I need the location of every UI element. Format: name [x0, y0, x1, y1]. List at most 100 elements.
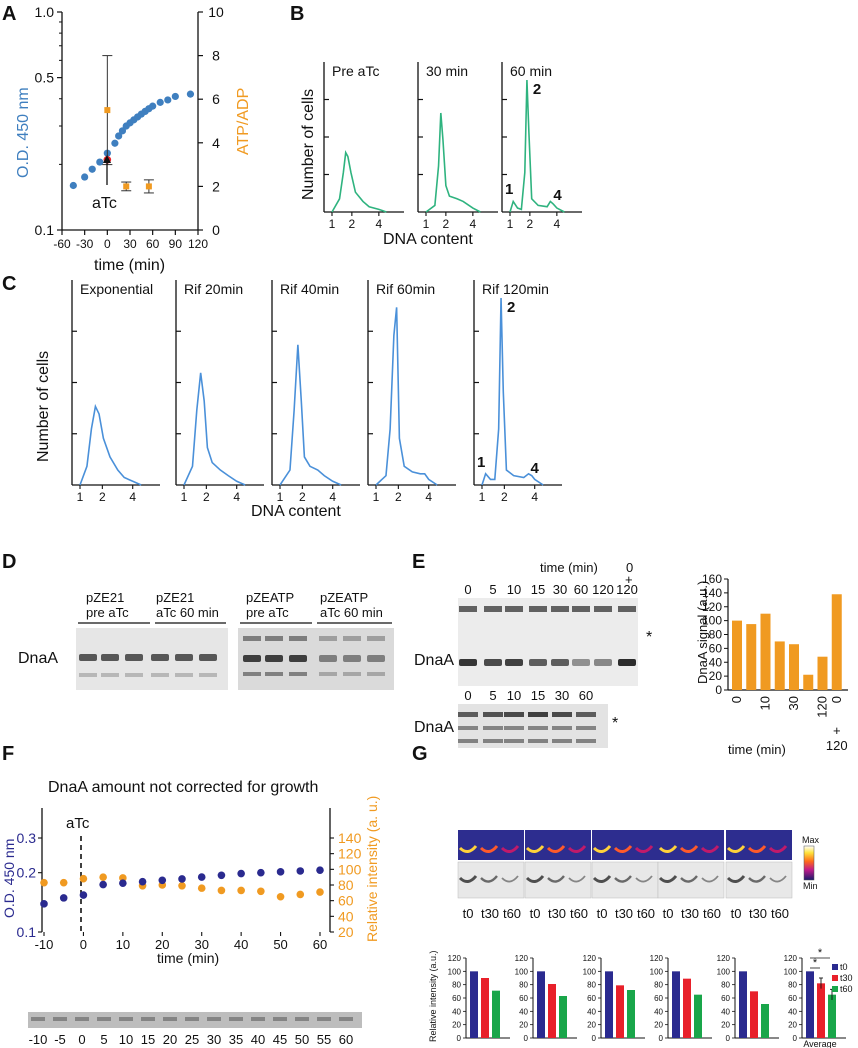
panel-e-band-b2 [483, 726, 503, 730]
panel-g-y-tick-label: 100 [784, 967, 798, 976]
panel-a-left-tick-label: 0.1 [35, 222, 55, 238]
panel-e-bar [817, 656, 828, 690]
panel-d-band-top [367, 636, 385, 641]
panel-g-y-tick-label: 40 [788, 1007, 797, 1016]
panel-a-right-tick-label: 6 [212, 91, 220, 107]
panel-f-od-point [217, 871, 226, 880]
panel-e-band [459, 659, 477, 666]
panel-b-1-title: Pre aTc [332, 63, 379, 79]
panel-e-star-bottom: * [612, 715, 618, 732]
panel-b-1-x-tick-label: 2 [349, 217, 356, 231]
panel-c-1-x-tick-label: 1 [77, 490, 84, 504]
panel-f-intensity-point [59, 878, 68, 887]
panel-g-legend-swatch [832, 975, 838, 981]
panel-a-x-tick-label: 30 [123, 237, 137, 251]
panel-e-bar [831, 594, 842, 690]
panel-g-y-tick-label: 120 [515, 954, 529, 963]
panel-e-dnaa-label-top: DnaA [414, 652, 454, 669]
panel-g-legend-label: t30 [840, 973, 853, 983]
panel-g-legend-swatch [832, 964, 838, 970]
panel-f-gel-label: 40 [251, 1032, 265, 1047]
panel-e-bar-y-tick-label: 120 [702, 600, 722, 614]
panel-g-y-tick-label: 40 [654, 1007, 663, 1016]
panel-b-2-plot: 30 min 1 2 4 [417, 62, 498, 231]
panel-e-band-upper [594, 606, 612, 612]
panel-g-y-tick-label: 80 [587, 981, 596, 990]
panel-g-legend-swatch [832, 986, 838, 992]
panel-g-heatmap-image [726, 830, 792, 860]
panel-d-band [367, 655, 385, 662]
panel-a-xlabel: time (min) [94, 257, 165, 274]
panel-g-y-tick-label: 0 [524, 1034, 529, 1043]
panel-f-od-point [316, 866, 324, 874]
panel-g-lane-label: t0 [530, 906, 541, 921]
panel-d-band [265, 655, 283, 662]
panel-e-band-b1 [504, 712, 524, 717]
panel-f-gel-label: 0 [78, 1032, 85, 1047]
panel-d-lane-group-3a: pZEATP [246, 590, 294, 605]
panel-g-bar [616, 985, 624, 1038]
panel-g-gray-band [680, 875, 698, 883]
panel-c-4-histogram-line [375, 307, 438, 486]
panel-g-heatmap-band [525, 845, 545, 853]
panel-c-4-plot: Rif 60min 1 2 4 [367, 280, 456, 504]
panel-b-2-x-tick-label: 1 [423, 217, 430, 231]
panel-f: DnaA amount not corrected for growth 0.3… [1, 779, 380, 1047]
panel-b-1-x-tick-label: 1 [329, 217, 336, 231]
panel-f-right-tick-label: 120 [338, 846, 362, 862]
panel-c-1-title: Exponential [80, 281, 153, 297]
panel-f-x-tick-label: -10 [35, 937, 54, 952]
panel-b-1-plot: Pre aTc 1 2 4 [323, 62, 404, 231]
panel-e-bar-x-tick-label: 30 [786, 696, 801, 710]
panel-f-title: DnaA amount not corrected for growth [48, 779, 318, 796]
panel-e-lane-label-top: 15 [531, 582, 545, 597]
panel-c-1-x-tick-label: 4 [129, 490, 136, 504]
panel-g: t0 t30 t60 t0 t30 t60 t0 t30 t60 t0 t30 t60 t0 t30 t60… [428, 830, 853, 1048]
panel-b-ylabel: Number of cells [300, 89, 317, 200]
panel-g-y-tick-label: 120 [583, 954, 597, 963]
panel-g-y-tick-label: 0 [793, 1034, 798, 1043]
panel-f-gel-band [141, 1017, 155, 1021]
panel-g-lane-label: t0 [731, 906, 742, 921]
panel-e-star-top: * [646, 629, 652, 646]
panel-f-od-point [79, 891, 88, 899]
panel-e-bar [732, 620, 742, 690]
panel-g-heatmap-band [479, 845, 499, 853]
panel-g-y-tick-label: 60 [721, 994, 730, 1003]
panel-g-bar [537, 971, 545, 1038]
panel-e-band-b1 [458, 712, 478, 717]
panel-e-extra-plus: + [625, 572, 633, 587]
panel-e-bar [774, 641, 785, 690]
panel-g-heatmap-image [525, 830, 591, 860]
panel-g-y-tick-label: 100 [650, 967, 664, 976]
panel-e-bar-x-tick-label: 0 [829, 696, 844, 703]
panel-g-y-tick-label: 40 [519, 1007, 528, 1016]
panel-g-heatmap-image [458, 830, 524, 860]
panel-e-band-b3 [483, 739, 503, 743]
panel-f-intensity-point [119, 874, 127, 882]
panel-c-5-peak-label-2: 2 [507, 299, 515, 316]
panel-c-3-x-tick-label: 1 [277, 490, 284, 504]
panel-d-band [199, 654, 217, 661]
panel-c-histograms: Number of cells DNA content Exponential 1… [35, 280, 562, 520]
panel-e-bar-plus: + [833, 723, 841, 738]
panel-g-y-tick-label: 60 [788, 994, 797, 1003]
panel-e-band-b1 [552, 712, 572, 717]
panel-e-bar-y-tick-label: 100 [702, 614, 722, 628]
panel-a-od-point [81, 173, 89, 181]
panel-g-y-tick-label: 60 [452, 994, 461, 1003]
panel-d-lane-group-4b: aTc 60 min [320, 605, 383, 620]
panel-c-1-plot: Exponential 1 2 4 [71, 280, 160, 504]
panel-a-atp-point [145, 183, 152, 190]
panel-g-y-tick-label: 60 [519, 994, 528, 1003]
panel-e-bar-x-tick-label: 120 [815, 696, 830, 718]
panel-c-4-x-tick-label: 1 [373, 490, 380, 504]
panel-g-lane-label: t30 [749, 906, 767, 921]
panel-b-xlabel: DNA content [383, 231, 473, 248]
panel-d-band-faint [199, 673, 217, 677]
panel-f-x-tick-label: 10 [116, 937, 130, 952]
panel-g-gray-band [592, 875, 612, 883]
panel-g-y-tick-label: 80 [452, 981, 461, 990]
panel-g-y-tick-label: 40 [721, 1007, 730, 1016]
panel-c-xlabel: DNA content [251, 503, 341, 520]
